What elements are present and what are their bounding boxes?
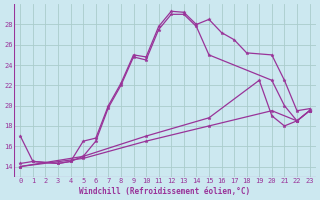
X-axis label: Windchill (Refroidissement éolien,°C): Windchill (Refroidissement éolien,°C): [79, 187, 251, 196]
